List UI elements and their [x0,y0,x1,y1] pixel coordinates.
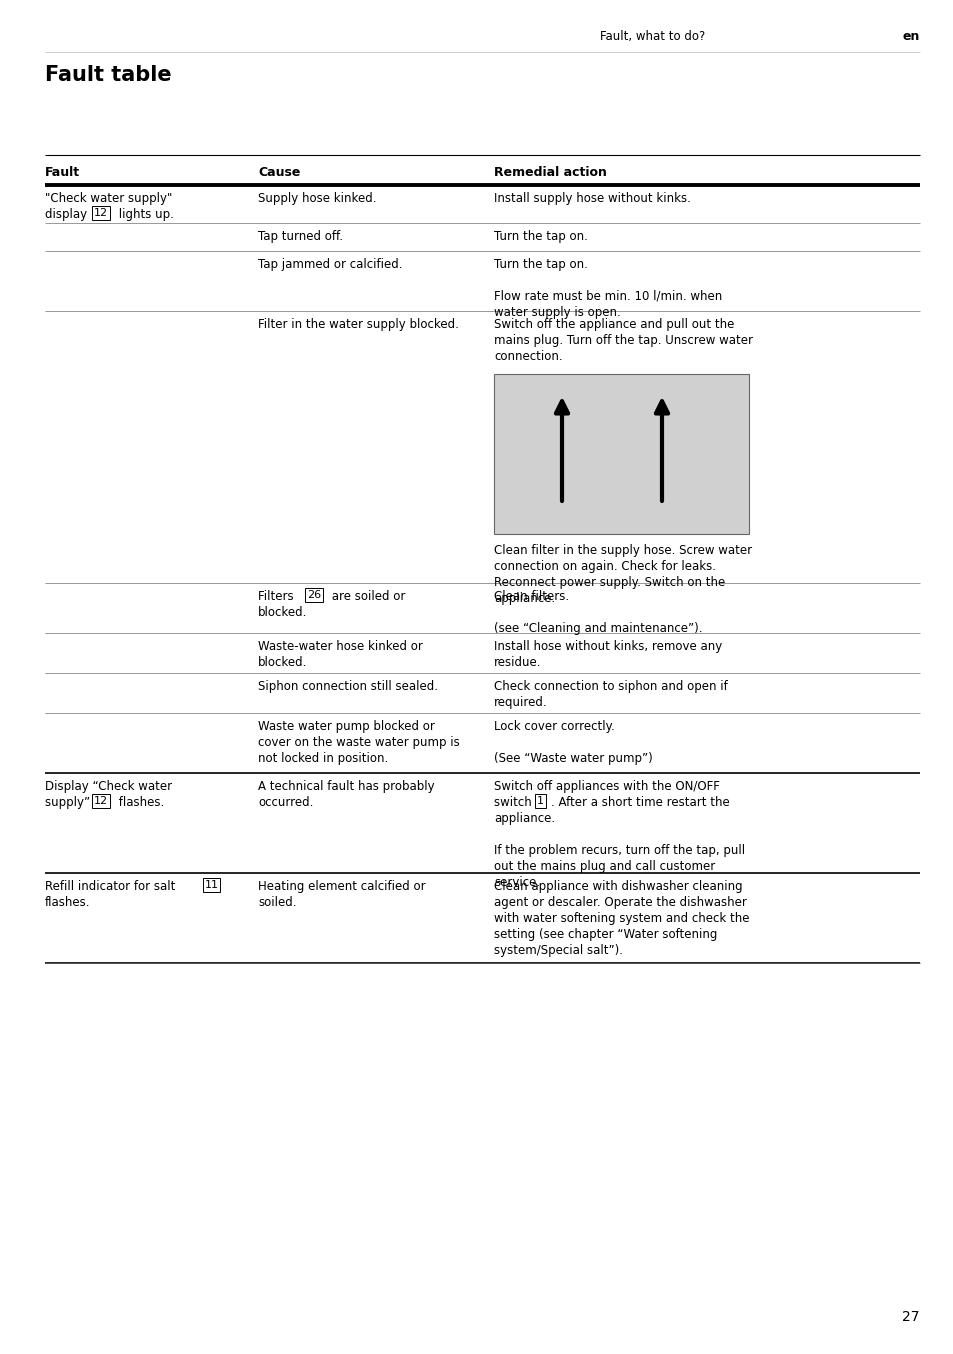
Text: blocked.: blocked. [257,607,307,619]
Text: Fault, what to do?: Fault, what to do? [599,30,704,43]
Text: Reconnect power supply. Switch on the: Reconnect power supply. Switch on the [494,575,724,589]
Text: 27: 27 [902,1311,919,1324]
Bar [494,374,748,533]
Text: connection.: connection. [494,349,562,363]
Text: service.: service. [494,876,539,888]
Text: setting (see chapter “Water softening: setting (see chapter “Water softening [494,927,717,941]
Text: Tap turned off.: Tap turned off. [257,230,343,242]
Text: required.: required. [494,696,547,709]
Text: Switch off appliances with the ON/OFF: Switch off appliances with the ON/OFF [494,780,720,793]
Text: If the problem recurs, turn off the tap, pull: If the problem recurs, turn off the tap,… [494,844,744,857]
Text: 12: 12 [94,796,108,806]
Text: Turn the tap on.: Turn the tap on. [494,259,587,271]
Text: flashes.: flashes. [45,896,91,909]
Text: Filter in the water supply blocked.: Filter in the water supply blocked. [257,318,458,330]
Text: en: en [902,30,919,43]
Text: soiled.: soiled. [257,896,296,909]
Text: Supply hose kinked.: Supply hose kinked. [257,192,376,204]
Text: Flow rate must be min. 10 l/min. when: Flow rate must be min. 10 l/min. when [494,290,721,303]
Text: Siphon connection still sealed.: Siphon connection still sealed. [257,680,437,693]
Text: Install hose without kinks, remove any: Install hose without kinks, remove any [494,640,721,653]
Text: residue.: residue. [494,655,541,669]
Text: switch: switch [494,796,535,808]
Text: Install supply hose without kinks.: Install supply hose without kinks. [494,192,690,204]
Text: blocked.: blocked. [257,655,307,669]
Text: Filters: Filters [257,590,297,603]
Text: (See “Waste water pump”): (See “Waste water pump”) [494,751,652,765]
Text: appliance.: appliance. [494,592,555,605]
Text: out the mains plug and call customer: out the mains plug and call customer [494,860,715,873]
Text: 1: 1 [537,796,543,806]
Text: display: display [45,209,91,221]
Text: Refill indicator for salt: Refill indicator for salt [45,880,179,894]
Text: Heating element calcified or: Heating element calcified or [257,880,425,894]
Text: lights up.: lights up. [115,209,173,221]
Text: Fault: Fault [45,167,80,179]
Text: connection on again. Check for leaks.: connection on again. Check for leaks. [494,559,716,573]
Text: 12: 12 [94,209,108,218]
Text: (see “Cleaning and maintenance”).: (see “Cleaning and maintenance”). [494,621,701,635]
Text: Turn the tap on.: Turn the tap on. [494,230,587,242]
Text: Cause: Cause [257,167,300,179]
Text: Fault table: Fault table [45,65,172,85]
Text: cover on the waste water pump is: cover on the waste water pump is [257,737,459,749]
Text: Clean filter in the supply hose. Screw water: Clean filter in the supply hose. Screw w… [494,544,751,556]
Text: mains plug. Turn off the tap. Unscrew water: mains plug. Turn off the tap. Unscrew wa… [494,334,752,347]
Text: water supply is open.: water supply is open. [494,306,620,318]
Text: Display “Check water: Display “Check water [45,780,172,793]
Text: Check connection to siphon and open if: Check connection to siphon and open if [494,680,727,693]
Text: Waste water pump blocked or: Waste water pump blocked or [257,720,435,733]
Text: are soiled or: are soiled or [328,590,405,603]
Text: appliance.: appliance. [494,812,555,825]
Text: with water softening system and check the: with water softening system and check th… [494,911,749,925]
Text: supply”: supply” [45,796,93,808]
Text: Clean appliance with dishwasher cleaning: Clean appliance with dishwasher cleaning [494,880,741,894]
Text: 11: 11 [204,880,218,890]
Text: system/Special salt”).: system/Special salt”). [494,944,622,957]
Text: "Check water supply": "Check water supply" [45,192,172,204]
Text: not locked in position.: not locked in position. [257,751,388,765]
Text: 26: 26 [307,590,321,600]
Text: Clean filters.: Clean filters. [494,590,569,603]
Text: Lock cover correctly.: Lock cover correctly. [494,720,614,733]
Text: A technical fault has probably: A technical fault has probably [257,780,435,793]
Text: . After a short time restart the: . After a short time restart the [550,796,728,808]
Text: Waste-water hose kinked or: Waste-water hose kinked or [257,640,422,653]
Text: occurred.: occurred. [257,796,313,808]
Text: Switch off the appliance and pull out the: Switch off the appliance and pull out th… [494,318,734,330]
Text: flashes.: flashes. [115,796,164,808]
Text: Remedial action: Remedial action [494,167,606,179]
Text: Tap jammed or calcified.: Tap jammed or calcified. [257,259,402,271]
Text: agent or descaler. Operate the dishwasher: agent or descaler. Operate the dishwashe… [494,896,746,909]
